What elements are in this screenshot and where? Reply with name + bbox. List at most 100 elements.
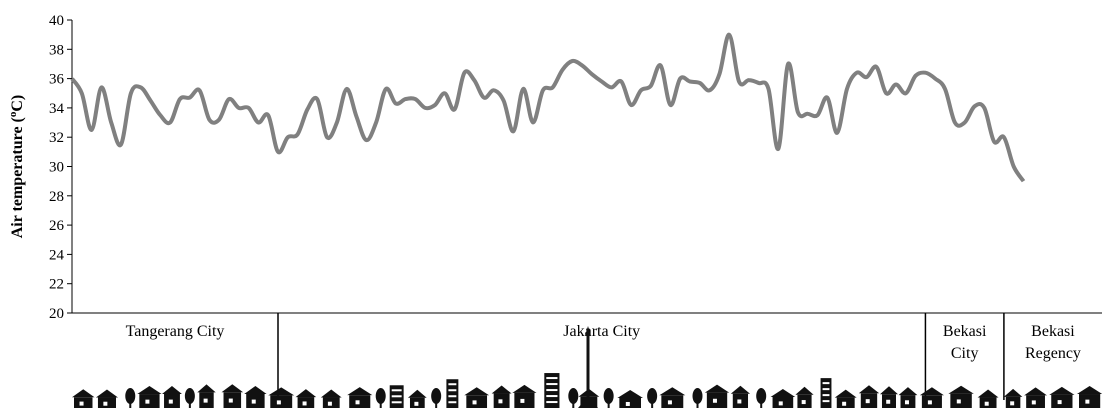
tree-icon (647, 388, 658, 404)
building-window-icon (822, 382, 830, 385)
house-roof-icon (244, 385, 267, 394)
building-window-icon (546, 377, 558, 380)
house-roof-icon (72, 389, 95, 398)
monument-icon (586, 330, 590, 400)
house-roof-icon (95, 389, 119, 398)
tree-trunk-icon (607, 403, 610, 408)
tree-trunk-icon (651, 403, 654, 408)
building-icon (446, 379, 459, 408)
house-icon (950, 393, 972, 408)
window-icon (865, 399, 870, 404)
region-label: Regency (1025, 345, 1081, 362)
building-window-icon (391, 401, 402, 404)
window-icon (904, 400, 909, 405)
y-tick-label: 20 (49, 306, 64, 322)
y-tick-label: 22 (49, 277, 64, 293)
house-roof-icon (1024, 387, 1047, 396)
y-tick-label: 34 (49, 101, 65, 117)
window-icon (520, 398, 525, 403)
temperature-line (70, 32, 1026, 183)
building-window-icon (448, 389, 457, 392)
window-icon (327, 401, 332, 406)
y-tick-label: 38 (49, 42, 64, 58)
region-label: Tangerang City (126, 323, 225, 340)
tree-trunk-icon (696, 403, 699, 408)
tree-trunk-icon (129, 403, 132, 408)
house-roof-icon (948, 385, 974, 394)
tree-icon (184, 388, 195, 404)
window-icon (498, 399, 503, 404)
y-axis: 20 22 24 26 28 30 32 34 36 38 40 (49, 13, 1102, 322)
building-window-icon (546, 395, 558, 398)
window-icon (1057, 400, 1062, 405)
house-roof-icon (407, 389, 427, 398)
window-icon (355, 400, 360, 405)
house-icon (466, 395, 488, 408)
house-icon (514, 392, 535, 408)
house-icon (772, 396, 794, 408)
house-roof-icon (464, 387, 490, 396)
y-tick-label: 28 (49, 189, 64, 205)
tree-icon (431, 388, 442, 404)
house-roof-icon (347, 387, 373, 396)
building-icon (820, 378, 832, 408)
tree-icon (375, 388, 386, 404)
tree-trunk-icon (188, 403, 191, 408)
house-roof-icon (1003, 388, 1023, 397)
building-window-icon (546, 383, 558, 386)
tree-trunk-icon (379, 403, 382, 408)
house-roof-icon (977, 389, 999, 398)
building-window-icon (546, 389, 558, 392)
tree-icon (692, 388, 703, 404)
building-window-icon (448, 383, 457, 386)
house-roof-icon (898, 387, 918, 396)
house-icon (349, 395, 371, 408)
house-roof-icon (221, 384, 244, 393)
window-icon (168, 399, 173, 404)
region-label: Jakarta City (563, 323, 640, 340)
window-icon (276, 400, 281, 405)
house-icon (1051, 394, 1073, 408)
house-icon (706, 392, 728, 408)
house-roof-icon (137, 386, 162, 395)
window-icon (228, 398, 233, 403)
window-icon (414, 401, 419, 406)
building-window-icon (391, 389, 402, 392)
window-icon (886, 399, 891, 404)
window-icon (251, 399, 256, 404)
building-window-icon (822, 388, 830, 391)
house-roof-icon (795, 386, 814, 395)
window-icon (984, 401, 989, 406)
house-roof-icon (879, 386, 898, 395)
tree-trunk-icon (572, 403, 575, 408)
building-window-icon (822, 394, 830, 397)
house-icon (139, 394, 160, 408)
region-label: Bekasi (943, 323, 987, 340)
window-icon (472, 400, 477, 405)
building-window-icon (448, 395, 457, 398)
tree-trunk-icon (760, 403, 763, 408)
house-icon (270, 395, 293, 408)
tree-icon (125, 388, 136, 404)
house-roof-icon (1077, 386, 1102, 395)
house-roof-icon (858, 385, 880, 394)
window-icon (79, 401, 84, 406)
tree-icon (568, 388, 579, 404)
building-window-icon (391, 395, 402, 398)
house-roof-icon (268, 387, 295, 396)
house-roof-icon (704, 384, 730, 393)
window-icon (927, 400, 932, 405)
house-roof-icon (295, 389, 317, 398)
house-icon (661, 395, 684, 408)
y-tick-label: 32 (49, 130, 64, 146)
building-window-icon (822, 400, 830, 403)
window-icon (145, 399, 150, 404)
monument-base-icon (578, 400, 598, 408)
window-icon (302, 401, 307, 406)
house-roof-icon (512, 384, 537, 393)
region-label: Bekasi (1031, 323, 1075, 340)
house-roof-icon (730, 385, 751, 394)
house-roof-icon (617, 389, 643, 398)
window-icon (1085, 399, 1090, 404)
y-axis-label: Air temperature (oC) (7, 95, 26, 239)
